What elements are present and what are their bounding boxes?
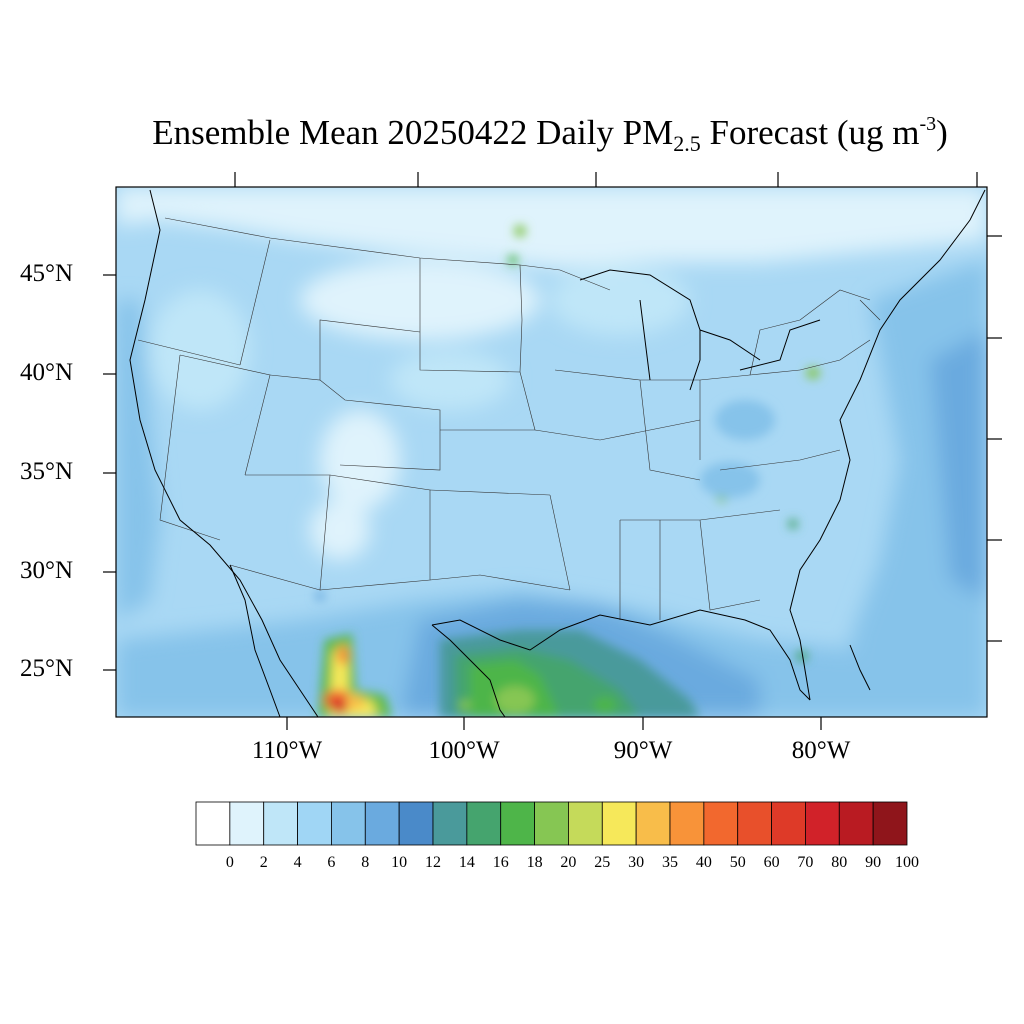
colorbar-label: 30 <box>628 854 644 871</box>
axis-ticks <box>103 172 1002 730</box>
lat-label-30: 30°N <box>20 557 74 584</box>
colorbar-label: 16 <box>493 854 509 871</box>
colorbar-swatch <box>398 801 434 846</box>
colorbar-label: 50 <box>730 854 746 871</box>
colorbar-label: 8 <box>361 854 369 871</box>
lon-label-100w: 100°W <box>428 737 500 764</box>
colorbar: 0 2 4 6 8 10 12 14 16 18 20 25 30 35 40 50 60 70 80 90 100 <box>195 801 919 871</box>
colorbar-label: 18 <box>527 854 543 871</box>
colorbar-label: 25 <box>594 854 610 871</box>
colorbar-swatch <box>500 801 535 846</box>
colorbar-swatch <box>263 801 298 846</box>
concentration-field <box>116 187 987 717</box>
colorbar-label: 6 <box>327 854 335 871</box>
state-boundaries <box>137 217 881 620</box>
lat-label-25: 25°N <box>20 655 74 682</box>
colorbar-swatch <box>364 801 400 846</box>
coastlines <box>129 189 986 717</box>
colorbar-swatch <box>195 801 231 846</box>
lon-label-80w: 80°W <box>791 737 851 764</box>
colorbar-swatch <box>805 801 840 846</box>
colorbar-label: 14 <box>459 854 475 871</box>
colorbar-swatch <box>669 801 705 846</box>
colorbar-label: 4 <box>294 854 302 871</box>
colorbar-label: 10 <box>391 854 407 871</box>
colorbar-swatch <box>432 801 468 846</box>
lat-label-45: 45°N <box>20 260 74 287</box>
colorbar-label: 90 <box>865 854 881 871</box>
colorbar-swatch <box>872 801 908 846</box>
lat-label-35: 35°N <box>20 458 74 485</box>
lon-label-110w: 110°W <box>251 737 323 764</box>
colorbar-swatch <box>601 801 637 846</box>
colorbar-label: 0 <box>226 854 234 871</box>
lon-label-90w: 90°W <box>613 737 673 764</box>
map-title: Ensemble Mean 20250422 Daily PM2.5 Forec… <box>152 113 948 156</box>
colorbar-swatch <box>703 801 739 846</box>
colorbar-label: 100 <box>895 854 919 871</box>
colorbar-label: 60 <box>764 854 780 871</box>
colorbar-swatch <box>466 801 502 846</box>
colorbar-label: 2 <box>260 854 268 871</box>
colorbar-swatch <box>568 801 603 846</box>
lat-label-40: 40°N <box>20 359 74 386</box>
colorbar-swatch <box>737 801 772 846</box>
colorbar-label: 12 <box>425 854 441 871</box>
colorbar-swatch <box>229 801 265 846</box>
colorbar-swatch <box>534 801 569 846</box>
colorbar-label: 20 <box>560 854 576 871</box>
colorbar-swatch <box>838 801 874 846</box>
colorbar-label: 80 <box>831 854 847 871</box>
colorbar-label: 35 <box>662 854 678 871</box>
colorbar-swatch <box>771 801 806 846</box>
colorbar-swatch <box>331 801 366 846</box>
map-frame <box>115 186 988 718</box>
colorbar-label: 40 <box>696 854 712 871</box>
colorbar-swatch <box>635 801 671 846</box>
colorbar-label: 70 <box>797 854 813 871</box>
colorbar-swatch <box>297 801 332 846</box>
